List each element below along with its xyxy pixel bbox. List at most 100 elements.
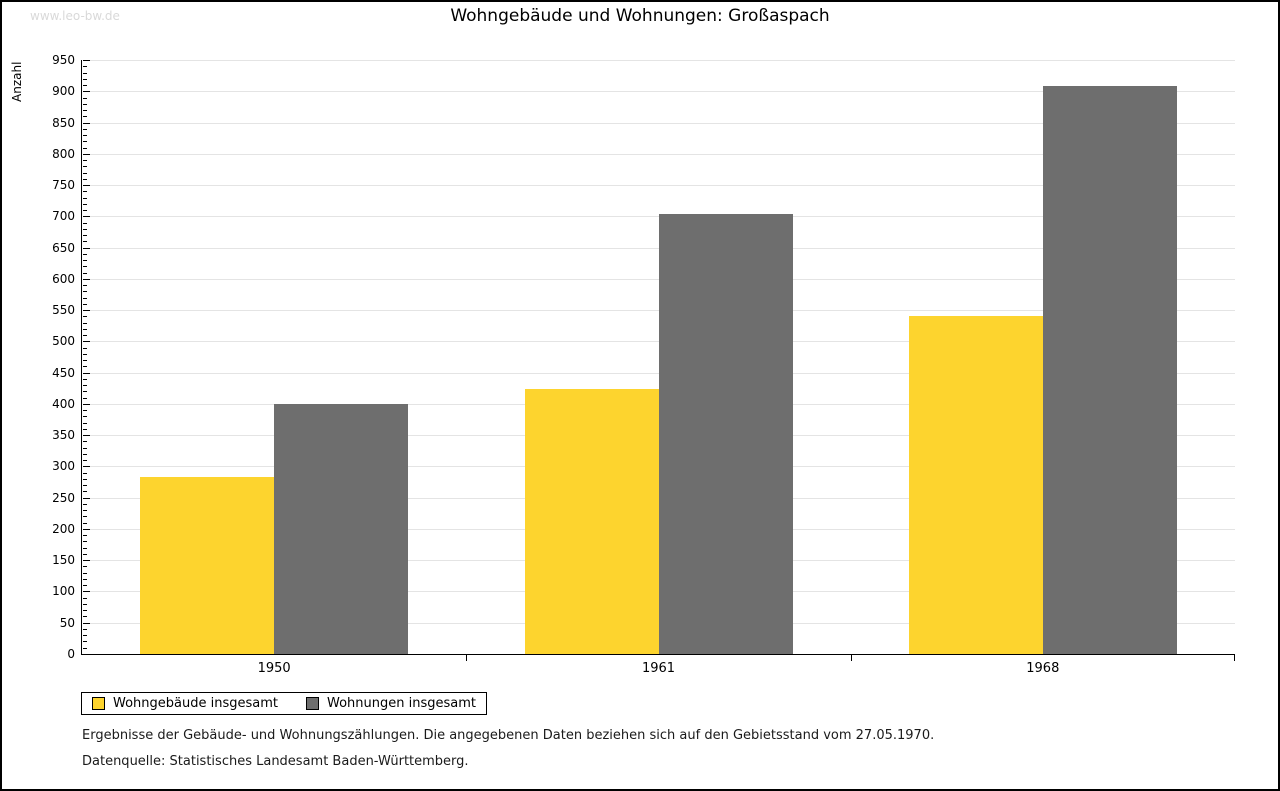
y-minor-tick: [83, 585, 87, 586]
y-minor-tick: [83, 241, 87, 242]
y-major-tick: [83, 529, 90, 530]
y-minor-tick: [83, 535, 87, 536]
y-tick-label: 50: [59, 616, 75, 630]
y-major-tick: [83, 123, 90, 124]
y-major-tick: [83, 341, 90, 342]
legend-label-wohnungen: Wohnungen insgesamt: [327, 696, 476, 711]
y-major-tick: [83, 560, 90, 561]
y-minor-tick: [83, 148, 87, 149]
footnote-source-note: Ergebnisse der Gebäude- und Wohnungszähl…: [82, 728, 935, 743]
y-minor-tick: [83, 354, 87, 355]
y-minor-tick: [83, 254, 87, 255]
y-minor-tick: [83, 198, 87, 199]
y-minor-tick: [83, 460, 87, 461]
y-minor-tick: [83, 141, 87, 142]
y-minor-tick: [83, 73, 87, 74]
y-tick-label: 300: [52, 459, 75, 473]
y-gridline: [83, 91, 1235, 92]
y-minor-tick: [83, 398, 87, 399]
legend-label-wohngebaeude: Wohngebäude insgesamt: [113, 696, 278, 711]
y-minor-tick: [83, 166, 87, 167]
y-minor-tick: [83, 541, 87, 542]
y-tick-label: 200: [52, 522, 75, 536]
legend-item-wohngebaeude: Wohngebäude insgesamt: [92, 696, 278, 711]
footnote-data-source: Datenquelle: Statistisches Landesamt Bad…: [82, 754, 469, 769]
y-minor-tick: [83, 223, 87, 224]
y-major-tick: [83, 60, 90, 61]
y-minor-tick: [83, 335, 87, 336]
y-minor-tick: [83, 479, 87, 480]
y-tick-label: 700: [52, 209, 75, 223]
y-minor-tick: [83, 629, 87, 630]
y-minor-tick: [83, 554, 87, 555]
legend: Wohngebäude insgesamt Wohnungen insgesam…: [81, 692, 487, 715]
y-tick-label: 550: [52, 303, 75, 317]
y-gridline: [83, 123, 1235, 124]
y-minor-tick: [83, 235, 87, 236]
y-tick-label: 650: [52, 241, 75, 255]
y-major-tick: [83, 248, 90, 249]
y-minor-tick: [83, 473, 87, 474]
y-minor-tick: [83, 304, 87, 305]
y-minor-tick: [83, 429, 87, 430]
y-minor-tick: [83, 366, 87, 367]
y-minor-tick: [83, 635, 87, 636]
y-tick-label: 350: [52, 428, 75, 442]
bar-1968-wohnungen: [1043, 86, 1177, 654]
y-minor-tick: [83, 110, 87, 111]
y-minor-tick: [83, 85, 87, 86]
y-minor-tick: [83, 610, 87, 611]
y-minor-tick: [83, 291, 87, 292]
y-minor-tick: [83, 360, 87, 361]
y-major-tick: [83, 91, 90, 92]
y-minor-tick: [83, 510, 87, 511]
legend-swatch-wohngebaeude-icon: [92, 697, 105, 710]
y-minor-tick: [83, 485, 87, 486]
y-tick-label: 150: [52, 553, 75, 567]
y-gridline: [83, 185, 1235, 186]
y-minor-tick: [83, 329, 87, 330]
y-minor-tick: [83, 441, 87, 442]
y-minor-tick: [83, 423, 87, 424]
y-minor-tick: [83, 598, 87, 599]
page-title: Wohngebäude und Wohnungen: Großaspach: [450, 6, 830, 26]
y-minor-tick: [83, 116, 87, 117]
y-minor-tick: [83, 204, 87, 205]
y-major-tick: [83, 623, 90, 624]
y-minor-tick: [83, 135, 87, 136]
bar-1950-wohnungen: [274, 404, 408, 654]
y-minor-tick: [83, 273, 87, 274]
y-tick-label: 900: [52, 84, 75, 98]
x-boundary-tick: [466, 655, 467, 661]
y-minor-tick: [83, 323, 87, 324]
y-minor-tick: [83, 79, 87, 80]
y-minor-tick: [83, 416, 87, 417]
legend-item-wohnungen: Wohnungen insgesamt: [306, 696, 476, 711]
y-minor-tick: [83, 604, 87, 605]
bar-1950-wohngebaeude: [140, 477, 274, 654]
y-minor-tick: [83, 179, 87, 180]
y-minor-tick: [83, 348, 87, 349]
y-minor-tick: [83, 641, 87, 642]
y-minor-tick: [83, 385, 87, 386]
y-minor-tick: [83, 523, 87, 524]
x-tick-label-1968: 1968: [1026, 661, 1060, 676]
y-tick-label: 0: [67, 647, 75, 661]
y-minor-tick: [83, 504, 87, 505]
y-major-tick: [83, 373, 90, 374]
y-tick-label: 800: [52, 147, 75, 161]
y-minor-tick: [83, 491, 87, 492]
y-tick-label: 100: [52, 584, 75, 598]
y-major-tick: [83, 310, 90, 311]
y-minor-tick: [83, 454, 87, 455]
y-minor-tick: [83, 516, 87, 517]
y-minor-tick: [83, 266, 87, 267]
y-minor-tick: [83, 410, 87, 411]
y-tick-label: 250: [52, 491, 75, 505]
y-tick-label: 850: [52, 116, 75, 130]
y-tick-label: 500: [52, 334, 75, 348]
y-major-tick: [83, 216, 90, 217]
watermark: www.leo-bw.de: [30, 9, 120, 23]
y-minor-tick: [83, 566, 87, 567]
